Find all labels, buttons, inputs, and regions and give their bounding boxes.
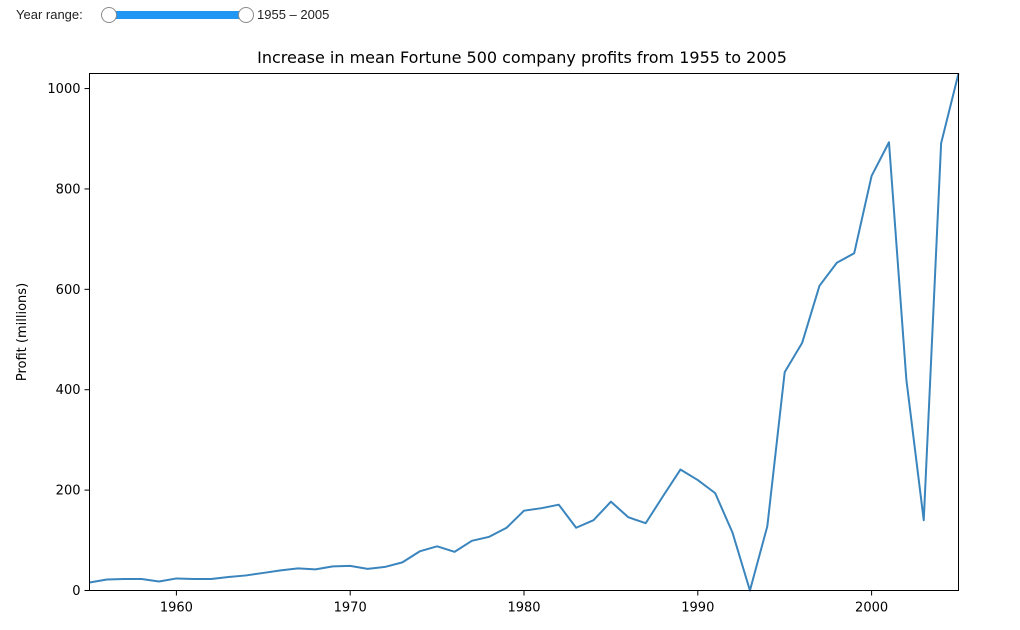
y-tick-label: 200 [56, 484, 81, 499]
profit-series-line [89, 73, 960, 592]
y-tick-label: 0 [72, 584, 80, 599]
chart-title: Increase in mean Fortune 500 company pro… [257, 48, 787, 67]
year-range-control: Year range: 1955 – 2005 [0, 0, 1020, 32]
year-range-slider-track[interactable] [108, 11, 246, 19]
plot-frame [89, 73, 959, 591]
y-axis-label: Profit (millions) [15, 283, 30, 381]
year-range-max-handle[interactable] [238, 7, 254, 23]
x-tick-label: 1990 [681, 601, 714, 616]
line-chart: Increase in mean Fortune 500 company pro… [15, 48, 960, 616]
y-axis: 0 200 400 600 800 1000 [47, 82, 90, 599]
y-tick-label: 800 [56, 182, 81, 197]
x-tick-label: 1980 [507, 601, 540, 616]
year-range-min-handle[interactable] [101, 7, 117, 23]
series-layer [89, 73, 960, 592]
year-range-value: 1955 – 2005 [257, 7, 330, 22]
year-range-label: Year range: [16, 7, 83, 22]
x-tick-label: 1960 [160, 601, 193, 616]
y-tick-label: 1000 [47, 82, 80, 97]
y-tick-label: 600 [56, 283, 81, 298]
y-tick-label: 400 [56, 383, 81, 398]
x-tick-label: 1970 [334, 601, 367, 616]
x-axis: 1960 1970 1980 1990 2000 [160, 590, 888, 616]
x-tick-label: 2000 [855, 601, 888, 616]
